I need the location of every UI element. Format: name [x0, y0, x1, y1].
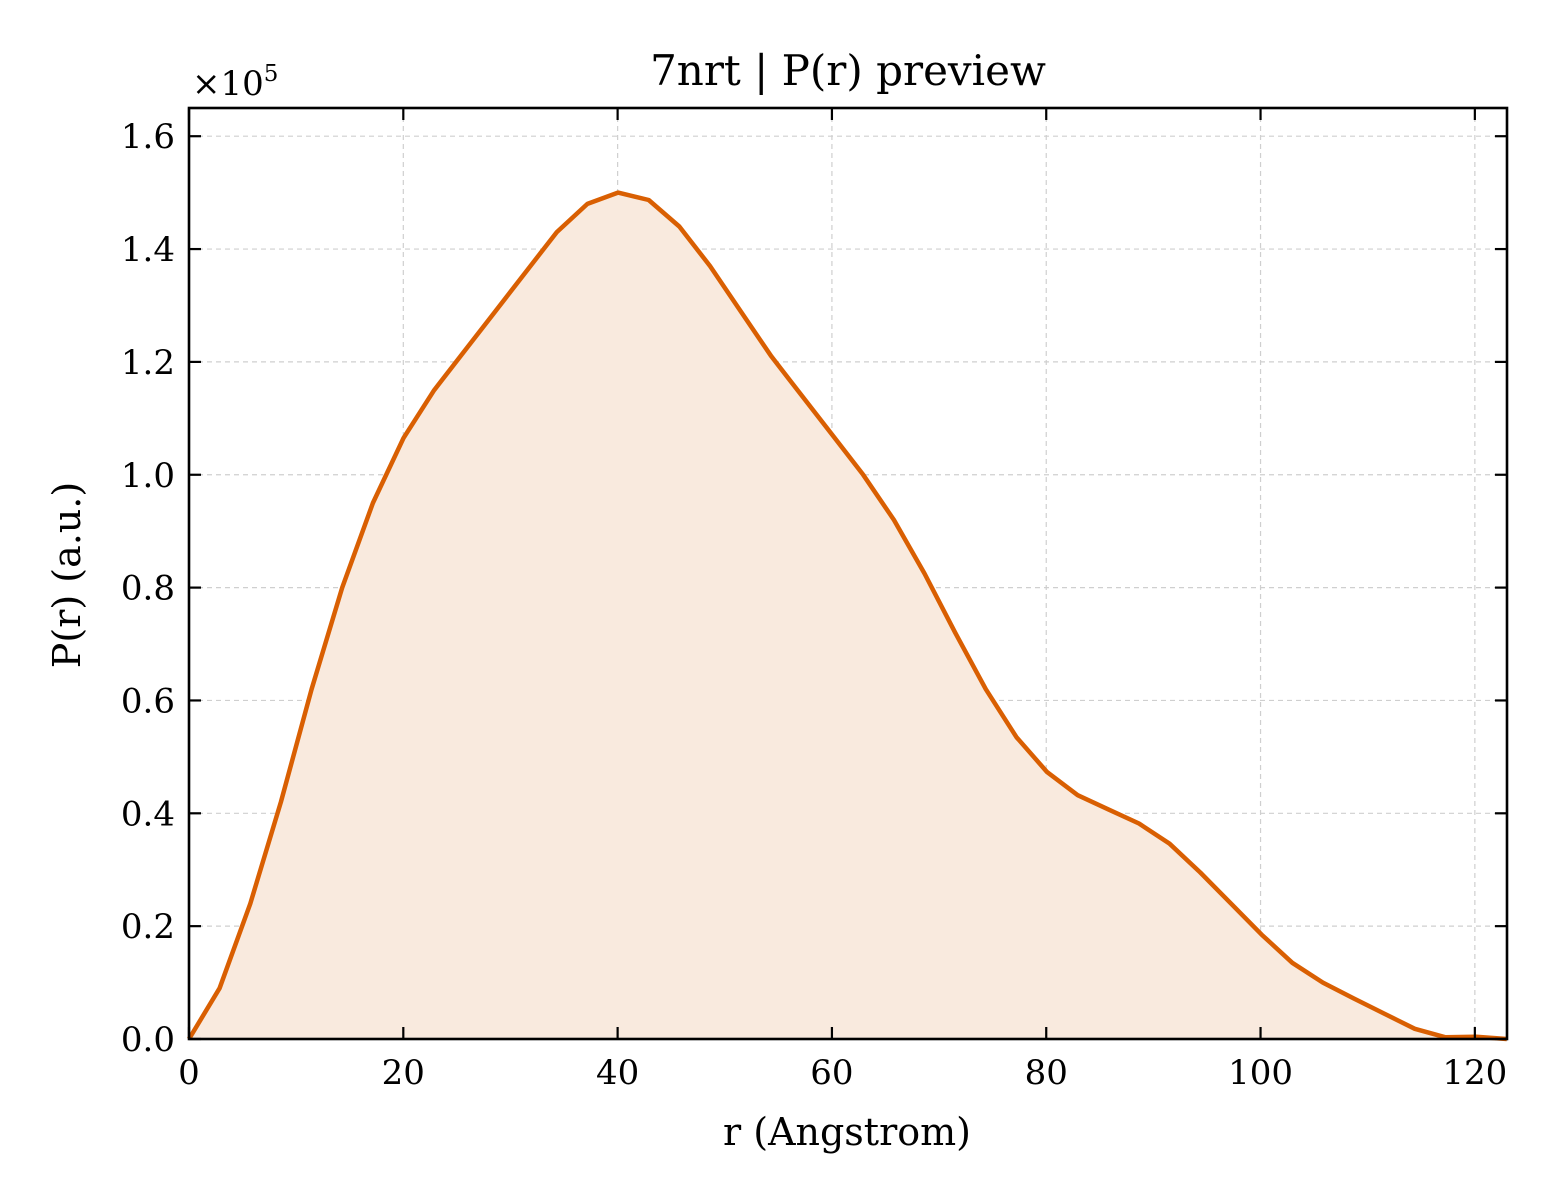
x-tick-label: 60	[810, 1053, 853, 1093]
x-tick-label: 0	[178, 1053, 200, 1093]
x-tick-label: 40	[596, 1053, 639, 1093]
y-tick-label: 0.4	[121, 794, 175, 834]
y-tick-label: 0.0	[121, 1020, 175, 1060]
y-tick-label: 0.2	[121, 907, 175, 947]
y-tick-label: 1.2	[121, 343, 175, 383]
pr-area-fill	[189, 192, 1507, 1040]
x-tick-label: 20	[382, 1053, 425, 1093]
y-scale-multiplier: ×105	[192, 61, 278, 104]
pr-series-line	[187, 190, 1507, 1042]
y-tick-label: 0.8	[121, 569, 175, 609]
x-tick-label: 80	[1025, 1053, 1068, 1093]
y-tick-label: 1.0	[121, 456, 175, 496]
y-scale-base: ×10	[192, 64, 264, 104]
y-axis-title: P(r) (a.u.)	[45, 482, 89, 668]
y-scale-exponent: 5	[264, 61, 279, 87]
chart-title: 7nrt | P(r) preview	[650, 46, 1046, 95]
x-tick-label: 120	[1442, 1053, 1507, 1093]
x-tick-label: 100	[1228, 1053, 1293, 1093]
y-tick-label: 1.6	[121, 117, 175, 157]
plot-frame	[187, 106, 1509, 1041]
y-tick-label: 1.4	[121, 230, 175, 270]
y-tick-label: 0.6	[121, 681, 175, 721]
tick-labels: 0 20 40 60 80 100 120 0.0 0.2 0.4 0.6 0.8 1.0 1.2 1.4 1…	[121, 117, 1507, 1093]
x-axis-title: r (Angstrom)	[723, 1110, 971, 1154]
